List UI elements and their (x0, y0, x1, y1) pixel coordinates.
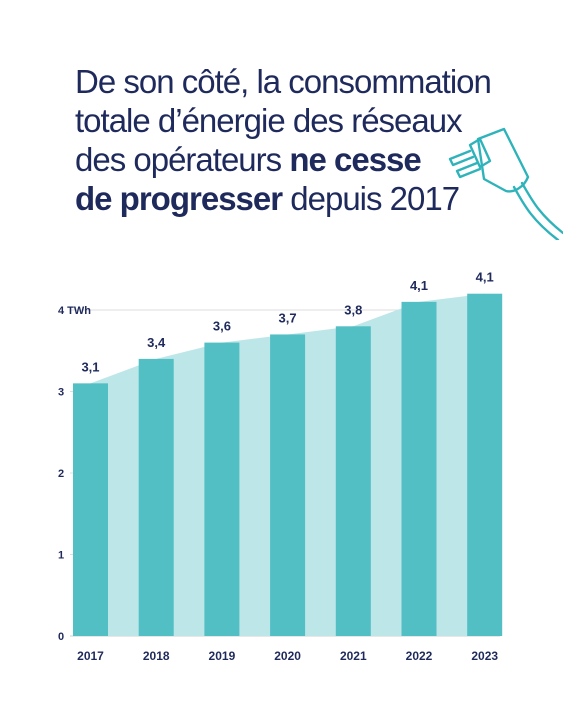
value-label-2018: 3,4 (147, 335, 166, 350)
y-tick-label-0: 0 (58, 631, 64, 643)
labels-layer: 3,1 2017 3,4 2018 3,6 2019 3,7 2020 3,8 2021 4,1 20… (77, 270, 498, 663)
value-label-2020: 3,7 (279, 310, 297, 325)
value-label-2019: 3,6 (213, 319, 231, 334)
headline-line-3: des opérateurs ne cesse (75, 140, 475, 179)
headline-line-3-regular: des opérateurs (75, 141, 290, 178)
bars-layer (73, 293, 503, 636)
x-tick-label-2020: 2020 (274, 649, 301, 663)
headline-line-4: de progresser depuis 2017 (75, 179, 475, 218)
x-tick-label-2019: 2019 (209, 649, 236, 663)
bar-2018 (138, 358, 174, 636)
headline-line-3-bold: ne cesse (289, 141, 421, 178)
y-tick-label-1: 1 (58, 550, 64, 562)
y-tick-label-4: 4 TWh (58, 305, 91, 317)
value-label-2021: 3,8 (344, 302, 362, 317)
bar-2022 (401, 301, 437, 636)
y-tick-label-2: 2 (58, 468, 64, 480)
bar-2017 (73, 383, 108, 636)
chart-headline: De son côté, la consommation totale d’én… (75, 62, 492, 218)
x-tick-label-2021: 2021 (340, 649, 367, 663)
value-label-2022: 4,1 (410, 278, 428, 293)
bar-2023 (467, 293, 503, 636)
x-tick-label-2018: 2018 (143, 649, 170, 663)
y-tick-label-3: 3 (58, 387, 64, 399)
x-tick-label-2023: 2023 (471, 649, 498, 663)
x-tick-label-2017: 2017 (77, 649, 104, 663)
bar-2020 (270, 334, 306, 636)
bar-2019 (204, 342, 240, 636)
value-label-2023: 4,1 (476, 270, 494, 285)
headline-line-2: totale d’énergie des réseaux (75, 102, 463, 139)
electric-plug-icon (448, 127, 563, 240)
x-tick-label-2022: 2022 (406, 649, 433, 663)
headline-line-1: De son côté, la consommation (75, 63, 492, 100)
headline-line-4-bold: de progresser (75, 180, 283, 217)
value-label-2017: 3,1 (81, 359, 99, 374)
headline-line-4-regular: depuis 2017 (282, 180, 460, 217)
bar-2021 (335, 326, 371, 636)
